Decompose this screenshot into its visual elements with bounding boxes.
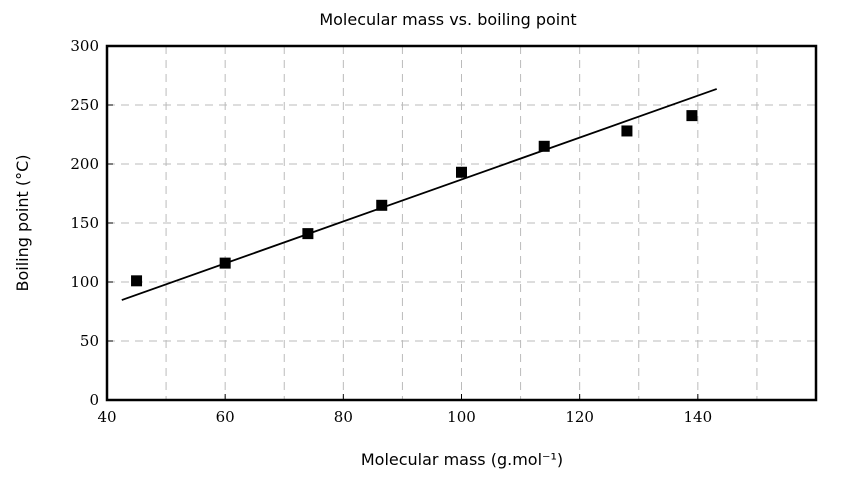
x-tick-label: 40 <box>97 408 116 426</box>
y-tick-label: 150 <box>70 214 99 232</box>
data-point <box>621 125 633 137</box>
fit-line <box>121 88 718 301</box>
data-point <box>456 166 467 178</box>
y-tick-label: 50 <box>80 332 99 350</box>
data-point <box>686 110 698 122</box>
x-tick-label: 140 <box>684 408 713 426</box>
y-tick-label: 300 <box>70 37 99 55</box>
data-point <box>131 275 143 287</box>
data-point <box>302 228 314 240</box>
grid <box>107 46 816 400</box>
y-axis-label: Boiling point (°C) <box>13 154 32 291</box>
x-tick-label: 100 <box>447 408 476 426</box>
data-point <box>538 140 550 152</box>
y-tick-label: 250 <box>70 96 99 114</box>
data-point <box>219 257 231 269</box>
x-tick-label: 80 <box>334 408 353 426</box>
x-tick-label: 120 <box>565 408 594 426</box>
y-tick-label: 100 <box>70 273 99 291</box>
points-group <box>131 110 698 287</box>
ticks: 40 60 80 100 120 140 0 50 100 150 200 250 300 <box>70 37 712 426</box>
x-tick-label: 60 <box>216 408 235 426</box>
y-tick-label: 200 <box>70 155 99 173</box>
data-point <box>376 199 388 211</box>
y-tick-label: 0 <box>89 391 99 409</box>
x-axis-label: Molecular mass (g.mol⁻¹) <box>361 450 563 469</box>
fit-line-group <box>121 88 718 301</box>
chart-title: Molecular mass vs. boiling point <box>319 10 576 29</box>
